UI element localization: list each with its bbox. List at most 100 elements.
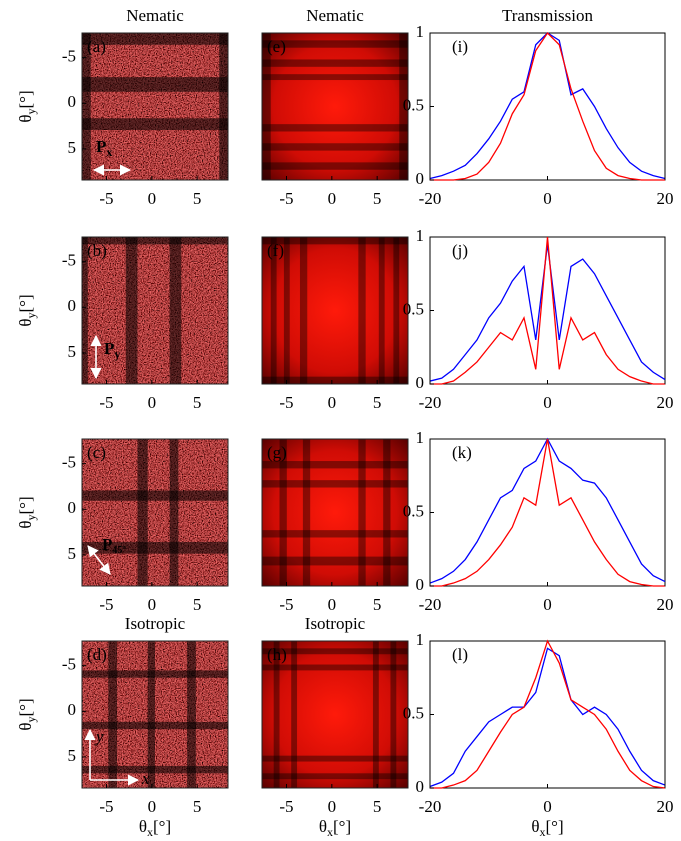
dark-band bbox=[82, 237, 228, 245]
x-tick-label: 0 bbox=[328, 393, 337, 412]
x-tick-label: -5 bbox=[99, 797, 113, 816]
x-tick-label: 20 bbox=[657, 189, 674, 208]
x-tick-label: -5 bbox=[99, 189, 113, 208]
dark-band bbox=[390, 641, 397, 788]
panel-title: Isotropic bbox=[305, 614, 366, 633]
dark-band bbox=[82, 33, 91, 180]
image-background bbox=[262, 439, 408, 586]
dark-band bbox=[169, 237, 182, 384]
y-tick-label: 5 bbox=[68, 342, 77, 361]
dark-band bbox=[383, 439, 391, 586]
y-tick-label: 0 bbox=[416, 575, 425, 594]
panel-label: (j) bbox=[452, 241, 468, 260]
label-symbol: P bbox=[104, 339, 114, 358]
label-subscript: 45° bbox=[112, 545, 126, 556]
x-tick-label: 0 bbox=[543, 393, 552, 412]
y-tick-label: 0 bbox=[416, 373, 425, 392]
dark-band bbox=[302, 439, 311, 586]
dark-band bbox=[270, 237, 277, 384]
x-tick-label: 0 bbox=[328, 595, 337, 614]
composite-label: θx[°] bbox=[139, 817, 171, 839]
plot-frame bbox=[429, 438, 666, 587]
panel-label: (i) bbox=[452, 37, 468, 56]
image-panel bbox=[261, 32, 409, 181]
dark-band bbox=[393, 237, 400, 384]
axis-arrow-label: y bbox=[94, 727, 104, 746]
image-panel bbox=[261, 640, 409, 789]
label-subscript: y bbox=[24, 716, 38, 722]
label-unit: [°] bbox=[16, 294, 35, 312]
x-tick-label: -5 bbox=[99, 393, 113, 412]
image-frame bbox=[261, 32, 409, 181]
dark-band bbox=[125, 237, 138, 384]
image-panel bbox=[261, 438, 409, 587]
composite-label: Px bbox=[96, 137, 112, 159]
label-unit: [°] bbox=[546, 817, 564, 836]
x-tick-label: -5 bbox=[279, 797, 293, 816]
dark-band bbox=[82, 490, 228, 501]
dark-band bbox=[262, 59, 408, 67]
panel-label: (h) bbox=[267, 645, 287, 664]
image-panel bbox=[81, 640, 229, 789]
composite-label: θy[°] bbox=[16, 90, 38, 122]
x-tick-label: -5 bbox=[279, 393, 293, 412]
y-tick-label: -5 bbox=[62, 453, 76, 472]
panel-label: (b) bbox=[87, 241, 107, 260]
dark-band bbox=[82, 33, 228, 45]
y-tick-label: 5 bbox=[68, 746, 77, 765]
label-symbol: P bbox=[96, 137, 106, 156]
dark-band bbox=[82, 237, 88, 384]
dark-band bbox=[262, 74, 408, 81]
series-line bbox=[429, 647, 666, 788]
dark-band bbox=[262, 530, 408, 538]
label-symbol: θ bbox=[531, 817, 539, 836]
label-symbol: θ bbox=[16, 520, 35, 528]
label-subscript: y bbox=[24, 514, 38, 520]
label-symbol: P bbox=[102, 535, 112, 554]
image-speckle bbox=[82, 33, 228, 180]
panel-label: (d) bbox=[87, 645, 107, 664]
polarizer-arrow bbox=[87, 545, 111, 575]
x-tick-label: 0 bbox=[148, 393, 157, 412]
composite-label: θy[°] bbox=[16, 698, 38, 730]
x-tick-label: 0 bbox=[328, 189, 337, 208]
dark-band bbox=[283, 237, 290, 384]
dark-band bbox=[82, 541, 228, 554]
x-tick-label: 0 bbox=[543, 189, 552, 208]
dark-band bbox=[169, 439, 179, 586]
x-tick-label: 5 bbox=[193, 595, 202, 614]
label-subscript: x bbox=[106, 145, 112, 159]
x-tick-label: -5 bbox=[279, 595, 293, 614]
dark-band bbox=[108, 641, 118, 788]
x-tick-label: 5 bbox=[373, 595, 382, 614]
dark-band bbox=[273, 641, 280, 788]
x-tick-label: -20 bbox=[419, 393, 442, 412]
panel-title: Nematic bbox=[306, 6, 364, 25]
y-tick-label: 0 bbox=[416, 169, 425, 188]
image-panel bbox=[81, 32, 229, 181]
dark-band bbox=[262, 664, 408, 671]
image-frame bbox=[81, 640, 229, 789]
dark-band bbox=[279, 439, 287, 586]
series-line bbox=[429, 244, 666, 382]
dark-band bbox=[291, 641, 298, 788]
y-tick-label: 1 bbox=[416, 428, 425, 447]
y-tick-label: -5 bbox=[62, 251, 76, 270]
image-background bbox=[262, 33, 408, 180]
y-tick-label: 0 bbox=[68, 700, 77, 719]
series-line bbox=[430, 438, 665, 587]
x-tick-label: -5 bbox=[99, 595, 113, 614]
y-tick-label: -5 bbox=[62, 655, 76, 674]
image-speckle bbox=[82, 237, 228, 384]
label-subscript: x bbox=[327, 825, 333, 839]
panel-label: (c) bbox=[87, 443, 106, 462]
label-subscript: x bbox=[540, 825, 546, 839]
series-line bbox=[430, 31, 665, 181]
label-symbol: θ bbox=[319, 817, 327, 836]
composite-label: θx[°] bbox=[319, 817, 351, 839]
dark-band bbox=[299, 237, 308, 384]
x-tick-label: 20 bbox=[657, 797, 674, 816]
image-background bbox=[262, 237, 408, 384]
panel-label: (k) bbox=[452, 443, 472, 462]
dark-band bbox=[378, 237, 385, 384]
